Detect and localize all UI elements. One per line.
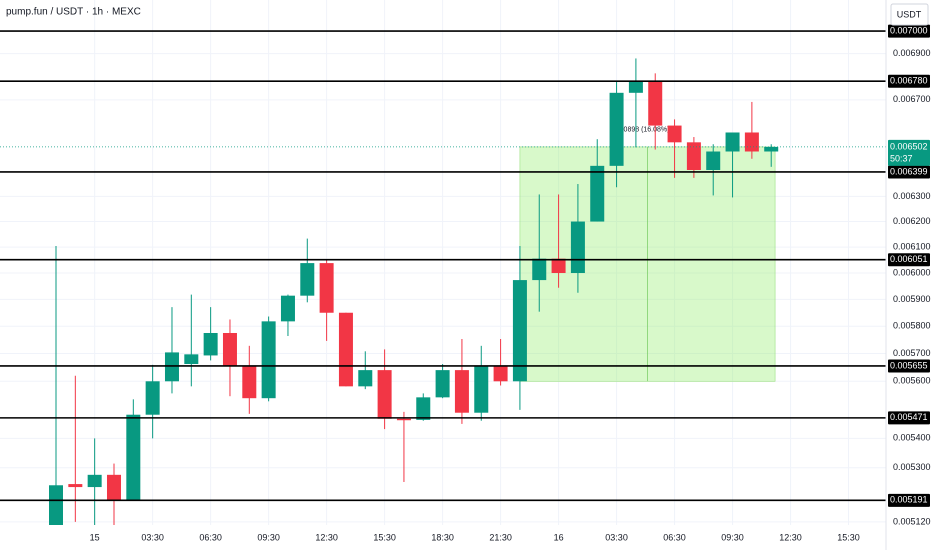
- candle-body: [744, 132, 759, 152]
- x-tick-label: 06:30: [663, 532, 686, 542]
- candle-body: [667, 125, 682, 143]
- candle-body: [377, 370, 392, 419]
- y-tick-label: 0.006900: [893, 48, 931, 58]
- candle-body: [609, 92, 624, 166]
- x-tick-label: 18:30: [431, 532, 454, 542]
- candle-body: [242, 365, 257, 399]
- candle-body: [300, 263, 315, 296]
- candle-body: [532, 258, 547, 281]
- level-label: 0.006051: [890, 254, 928, 264]
- level-tag: [888, 411, 930, 425]
- candle-body: [416, 397, 431, 420]
- candle-body: [261, 321, 276, 399]
- last-price-label: 0.006502: [890, 141, 928, 151]
- y-tick-label: 0.005900: [893, 294, 931, 304]
- y-tick-label: 0.005400: [893, 433, 931, 443]
- currency: USDT: [897, 9, 922, 19]
- candle-body: [280, 295, 295, 322]
- candle-body: [706, 151, 721, 171]
- candle-body: [764, 146, 779, 152]
- level-tag: [888, 165, 930, 179]
- level-tag: [888, 493, 930, 507]
- candle-body: [338, 312, 353, 387]
- x-tick-label: 03:30: [605, 532, 628, 542]
- level-tag: [888, 253, 930, 267]
- candle-body: [319, 263, 334, 313]
- level-tag: [888, 24, 930, 38]
- level-label: 0.005471: [890, 412, 928, 422]
- level-tag: [888, 74, 930, 88]
- countdown: 50:37: [890, 153, 913, 163]
- y-tick-label: 0.005800: [893, 321, 931, 331]
- y-tick-label: 0.005120: [893, 516, 931, 526]
- candle-body: [222, 332, 237, 366]
- y-tick-label: 0.006000: [893, 267, 931, 277]
- x-tick-label: 12:30: [315, 532, 338, 542]
- x-tick-label: 16: [554, 532, 564, 542]
- candle-body: [164, 352, 179, 382]
- x-tick-label: 03:30: [141, 532, 164, 542]
- candle-body: [106, 474, 121, 501]
- candle-body: [454, 370, 469, 413]
- candle-body: [725, 132, 740, 152]
- candle-body: [512, 280, 527, 382]
- candle-body: [628, 81, 643, 93]
- x-tick-label: 06:30: [199, 532, 222, 542]
- x-tick-label: 09:30: [257, 532, 280, 542]
- x-tick-label: 21:30: [489, 532, 512, 542]
- last-price-tag: [888, 139, 930, 166]
- candle-body: [551, 258, 566, 274]
- price-axis: [886, 0, 932, 550]
- candle-body: [648, 81, 663, 126]
- candle-body: [493, 365, 508, 382]
- candle-body: [126, 414, 141, 501]
- x-tick-label: 15:30: [373, 532, 396, 542]
- x-tick-label: 12:30: [779, 532, 802, 542]
- candle-body: [49, 485, 63, 525]
- y-tick-label: 0.005300: [893, 462, 931, 472]
- plot-area: 00898 (16.08%) 8: [0, 0, 886, 525]
- candle-body: [184, 354, 199, 365]
- candle-body: [474, 365, 489, 413]
- candle-body: [87, 474, 102, 488]
- candle-body: [396, 418, 411, 421]
- y-tick-label: 0.006300: [893, 191, 931, 201]
- candle-body: [145, 381, 160, 415]
- candle-body: [590, 165, 605, 222]
- candle-body: [203, 332, 218, 356]
- y-tick-label: 0.006200: [893, 216, 931, 226]
- position-label: 00898 (16.08%) 8: [620, 127, 676, 134]
- y-tick-label: 0.005600: [893, 376, 931, 386]
- candle-body: [435, 370, 450, 398]
- level-label: 0.007000: [890, 25, 928, 35]
- level-label: 0.005191: [890, 495, 928, 505]
- candle-body: [358, 370, 373, 387]
- level-label: 0.005655: [890, 360, 928, 370]
- candle-body: [570, 221, 585, 274]
- x-tick-label: 15:30: [837, 532, 860, 542]
- chart-title: pump.fun / USDT · 1h · MEXC: [6, 7, 141, 18]
- y-tick-label: 0.006700: [893, 94, 931, 104]
- candle-body: [686, 142, 701, 171]
- level-label: 0.006780: [890, 76, 928, 86]
- level-label: 0.006399: [890, 166, 928, 176]
- candle-body: [68, 484, 83, 488]
- y-tick-label: 0.006100: [893, 241, 931, 251]
- currency-box: [890, 3, 929, 26]
- price-axis-labels: 0.006900 0.006700 0.006300 0.006200 0.006100…: [888, 24, 931, 526]
- level-tag: [888, 359, 930, 373]
- x-tick-label: 09:30: [721, 532, 744, 542]
- x-tick-label: 15: [90, 532, 100, 542]
- y-tick-label: 0.005700: [893, 348, 931, 358]
